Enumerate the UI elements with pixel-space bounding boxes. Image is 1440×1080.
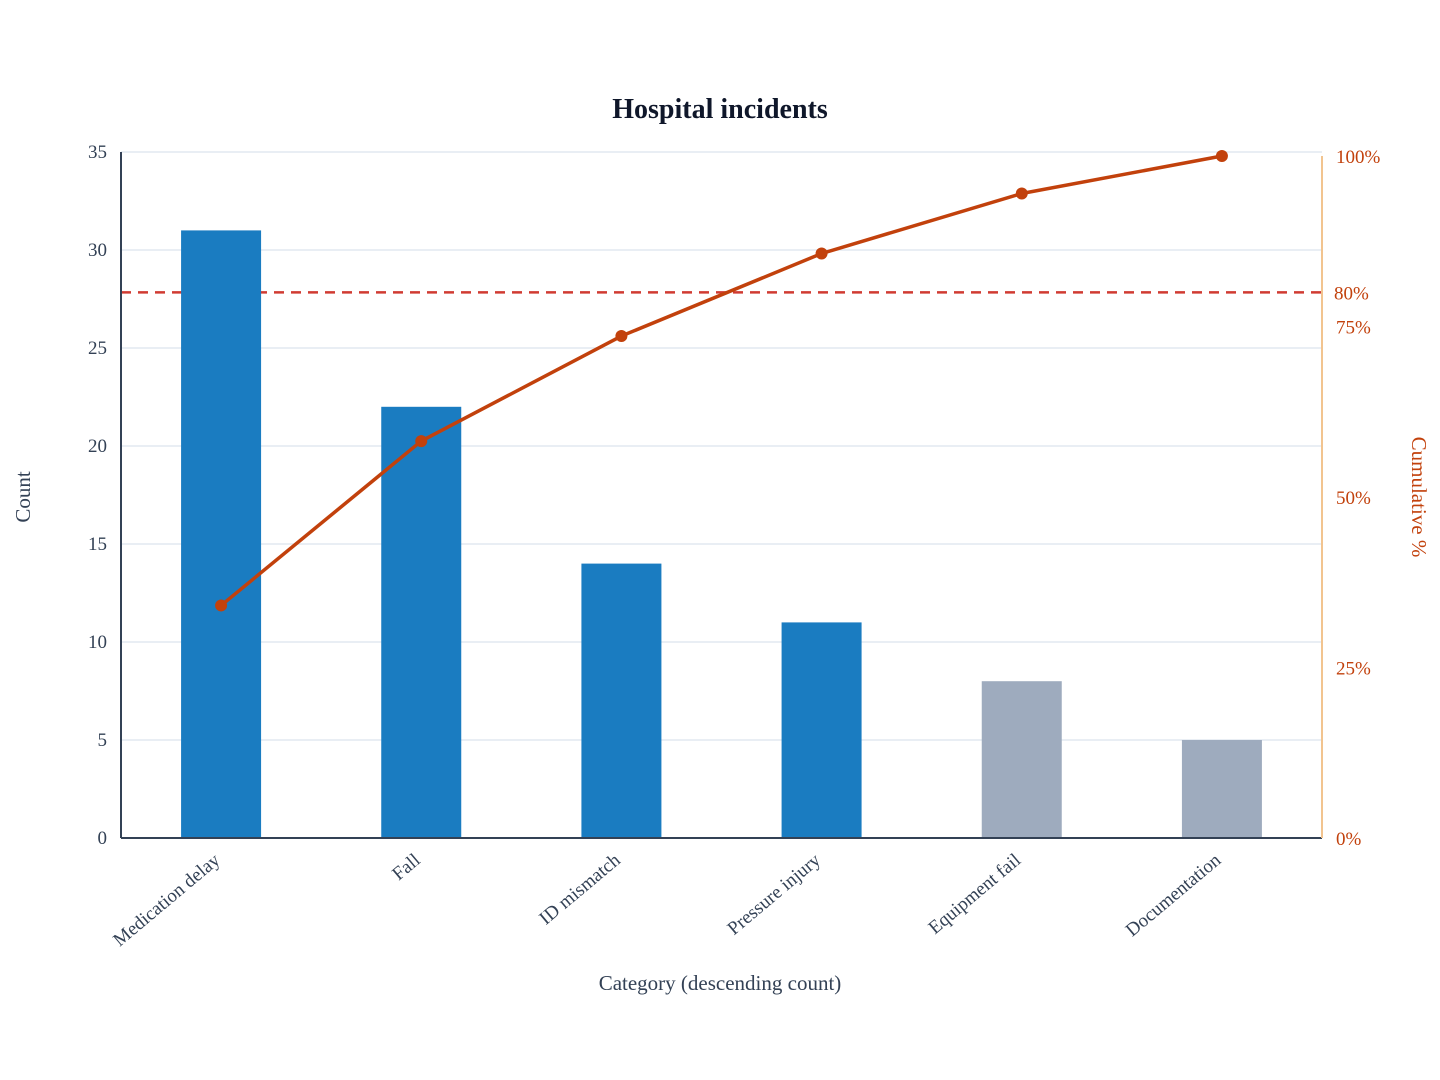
y2-axis-title: Cumulative % — [1407, 437, 1431, 558]
cumulative-point — [415, 435, 428, 448]
y2-tick-label: 25% — [1336, 659, 1371, 680]
y-tick-label: 15 — [88, 534, 107, 555]
y-tick-label: 20 — [88, 436, 107, 457]
y-tick-label: 10 — [88, 632, 107, 653]
x-tick-label: Medication delay — [109, 849, 224, 951]
bar-medication-delay — [181, 230, 262, 838]
bar-id-mismatch — [581, 563, 662, 838]
y-axis-title: Count — [11, 471, 35, 523]
x-axis-title: Category (descending count) — [599, 971, 842, 995]
cumulative-point — [815, 247, 828, 260]
bar-equipment-fail — [981, 681, 1062, 838]
bars — [181, 230, 1262, 838]
y2-tick-label: 50% — [1336, 488, 1371, 509]
cumulative-line — [215, 150, 1228, 612]
axes — [120, 152, 1323, 839]
gridlines — [121, 151, 1322, 741]
cumulative-point — [1215, 150, 1228, 162]
x-tick-label: Fall — [388, 850, 424, 885]
y-tick-label: 5 — [98, 730, 108, 751]
cumulative-point — [615, 330, 628, 343]
x-tick-label: Equipment fail — [925, 850, 1025, 939]
y-tick-label: 35 — [88, 142, 107, 163]
y2-tick-label: 0% — [1336, 829, 1362, 850]
bar-pressure-injury — [781, 622, 862, 838]
y-tick-label: 25 — [88, 338, 107, 359]
y-tick-label: 0 — [98, 828, 108, 849]
chart-title: Hospital incidents — [612, 94, 828, 125]
y2-tick-label: 100% — [1336, 147, 1381, 168]
cumulative-point — [215, 599, 228, 612]
threshold-label: 80% — [1334, 283, 1369, 304]
y2-tick-label: 75% — [1336, 318, 1371, 339]
cumulative-point — [1015, 187, 1028, 200]
x-tick-label: ID mismatch — [536, 849, 625, 929]
y-tick-label: 30 — [88, 240, 107, 261]
x-tick-label: Documentation — [1122, 849, 1226, 941]
bar-fall — [381, 406, 462, 838]
x-tick-label: Pressure injury — [724, 849, 826, 939]
bar-documentation — [1181, 740, 1262, 838]
cumulative-polyline — [219, 154, 1223, 607]
